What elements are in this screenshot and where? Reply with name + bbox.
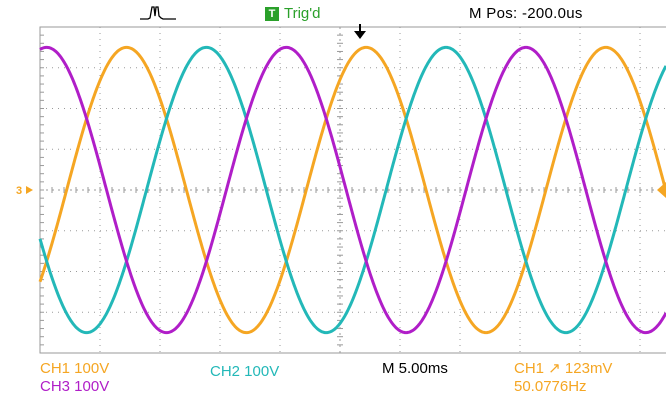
waveform-ch3 bbox=[39, 45, 666, 335]
ch2-scale-readout[interactable]: CH2 100V bbox=[210, 363, 280, 380]
trigger-position-arrow-icon[interactable] bbox=[353, 24, 367, 40]
trigger-level-marker[interactable] bbox=[657, 182, 666, 198]
frequency-readout: 50.0776Hz bbox=[514, 378, 587, 395]
trigger-status: Trig'd bbox=[284, 5, 321, 22]
ch3-ground-marker[interactable]: 3 bbox=[16, 185, 22, 197]
horizontal-position-readout: M Pos: -200.0us bbox=[469, 5, 583, 22]
trigger-source-readout[interactable]: CH1 ↗ 123mV bbox=[514, 360, 613, 377]
waveforms bbox=[38, 45, 666, 335]
waveform-pulse-icon bbox=[140, 6, 176, 20]
reference-markers: 3 bbox=[16, 182, 666, 198]
scope-header: T Trig'd M Pos: -200.0us bbox=[0, 0, 666, 26]
scope-graticule: 3 bbox=[16, 26, 666, 354]
ch3-scale-readout[interactable]: CH3 100V bbox=[40, 378, 110, 395]
ch1-scale-readout[interactable]: CH1 100V bbox=[40, 360, 110, 377]
ch3-ground-arrow bbox=[26, 186, 33, 194]
grid-lines bbox=[39, 26, 666, 354]
timebase-readout[interactable]: M 5.00ms bbox=[382, 360, 448, 377]
waveform-ch2 bbox=[38, 45, 666, 335]
waveform-ch1 bbox=[38, 45, 666, 335]
trigger-badge: T bbox=[265, 7, 279, 21]
